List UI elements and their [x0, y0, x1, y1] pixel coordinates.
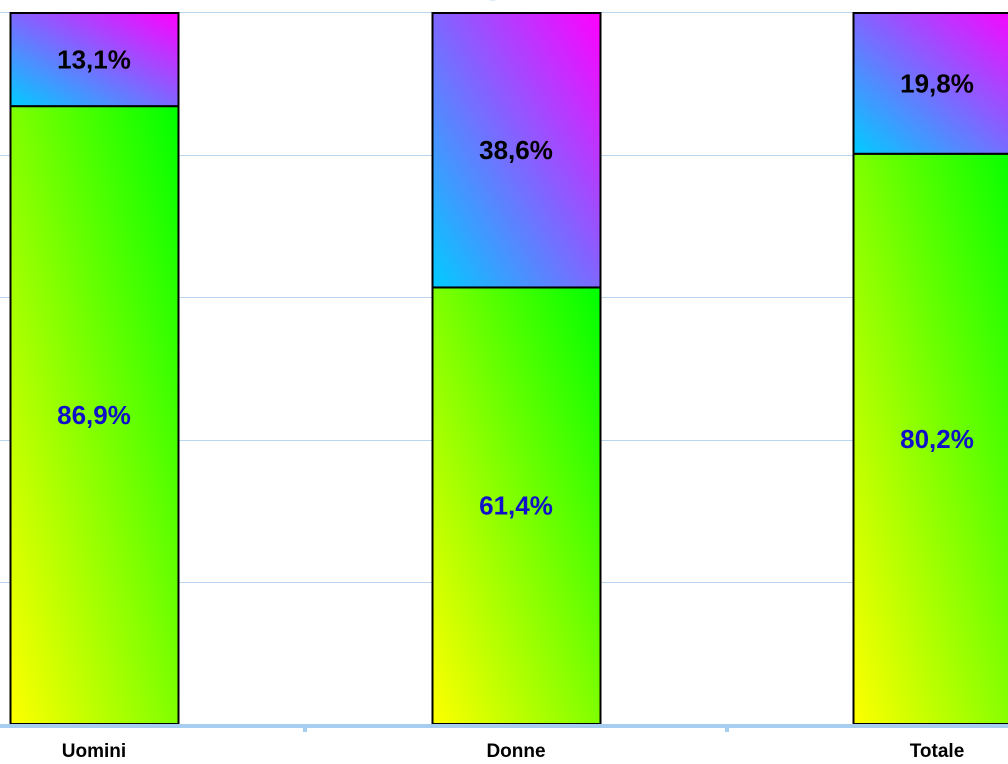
category-label: Uomini — [62, 741, 126, 762]
data-label: 38,6% — [479, 135, 553, 165]
x-axis — [0, 724, 1008, 732]
bars — [9, 12, 1008, 726]
data-label: 86,9% — [57, 400, 131, 430]
category-label: Totale — [910, 741, 965, 762]
labels: 86,9% 13,1% Uomini 61,4% 38,6% Donne 80,2% 19,8… — [57, 45, 974, 762]
bar-segment — [9, 12, 180, 108]
data-label: 61,4% — [479, 491, 553, 521]
plot-frame — [0, 0, 1008, 13]
bar-segment — [9, 105, 180, 726]
data-label: 80,2% — [900, 424, 974, 454]
data-label: 13,1% — [57, 45, 131, 75]
x-axis-tick — [303, 728, 307, 732]
x-axis-tick — [725, 728, 729, 732]
x-axis-line — [0, 724, 1008, 728]
bar-segment — [431, 12, 602, 289]
category-label: Donne — [486, 741, 545, 762]
bar-segment — [852, 12, 1008, 155]
data-label: 19,8% — [900, 68, 974, 98]
